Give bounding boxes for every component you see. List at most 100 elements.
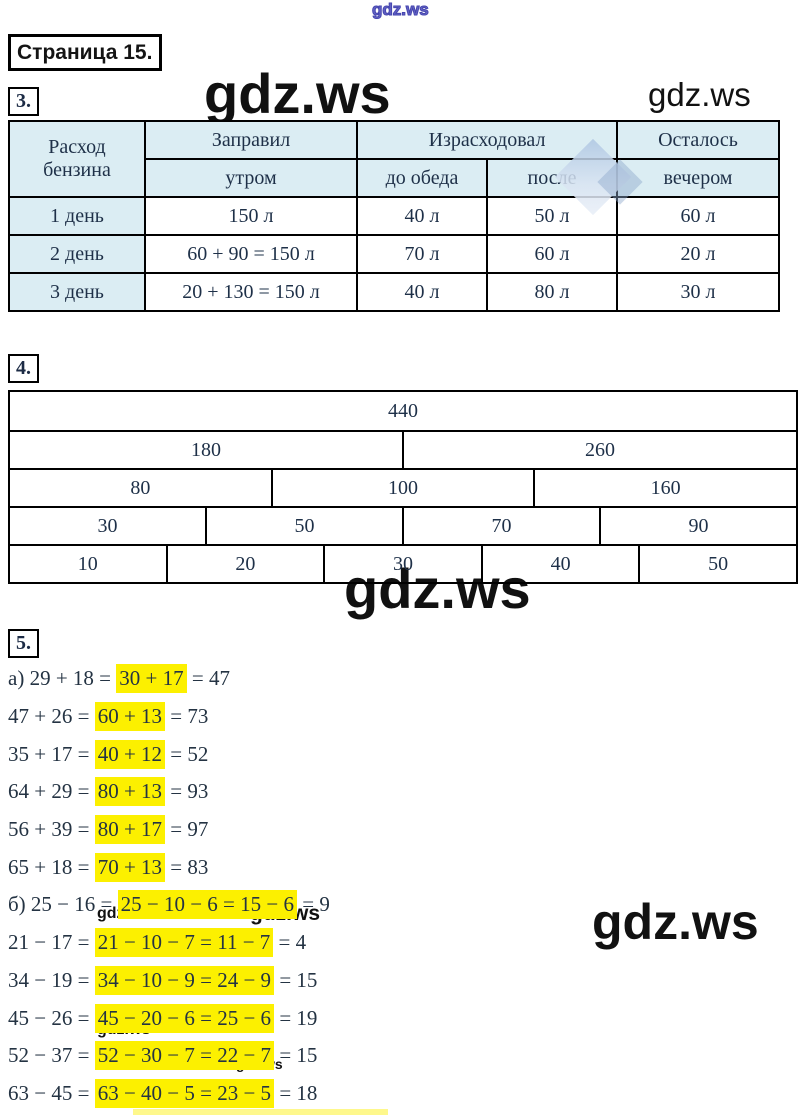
equation-prefix: 35 + 17 = [8,741,95,766]
table-row: 1 день 150 л 40 л 50 л 60 л [8,196,781,236]
equation-prefix: 64 + 29 = [8,779,95,804]
pyramid-cell: 80 [130,476,151,499]
equation-prefix: 52 − 37 = [8,1043,95,1068]
equation-line: а) 29 + 18 = 30 + 17 = 47 [8,660,528,698]
watermark-big-middle: gdz.ws [344,557,531,620]
equation-line: 65 + 18 = 70 + 13 = 83 [8,848,528,886]
header-ostalos: Осталось [616,120,781,160]
header-zapravil: Заправил [144,120,358,160]
table-cell: 70 л [356,234,488,274]
table-cell: 80 л [485,272,619,312]
table-cell: 40 л [356,196,488,236]
problem-3-number: 3. [8,87,39,116]
header-do-obeda: до обеда [356,158,488,198]
equation-highlight: 45 − 20 − 6 = 25 − 6 [94,1003,275,1033]
table-cell: 60 + 90 = 150 л [144,234,358,274]
table-cell: 40 л [356,272,488,312]
pyramid-cell: 50 [638,546,796,582]
pyramid-cell: 10 [77,552,98,575]
equation-suffix: = 18 [274,1080,318,1105]
equation-highlight: 40 + 12 [94,739,166,769]
table-row: 3 день 20 + 130 = 150 л 40 л 80 л 30 л [8,272,781,312]
day-label: 3 день [8,272,146,312]
pyramid-cell: 50 [205,508,402,544]
pyramid-cell: 180 [191,438,221,461]
equation-highlight: 80 + 17 [94,815,166,845]
cutoff-highlight-strip [133,1109,388,1115]
header-utrom: утром [144,158,358,198]
table-cell: 30 л [616,272,781,312]
watermark-big-bottom: gdz.ws [592,894,759,950]
table-cell: 50 л [485,196,619,236]
table-subheader-row: утром до обеда после вечером [9,158,781,198]
equation-prefix: 56 + 39 = [8,817,95,842]
equation-prefix: 21 − 17 = [8,930,95,955]
pyramid-row: 10 20 30 40 50 [10,544,796,582]
table-cell: 150 л [144,196,358,236]
page-title: Страница 15. [8,34,162,71]
pyramid-row: 30 50 70 90 [10,506,796,544]
equation-highlight: 80 + 13 [94,777,166,807]
table-header-row: Расход бензина Заправил Израсходовал Ост… [8,120,781,198]
equation-highlight: 30 + 17 [116,664,187,694]
equation-line: 45 − 26 = 45 − 20 − 6 = 25 − 6 = 19 [8,999,528,1037]
pyramid-row: 80 100 160 [10,468,796,506]
equation-line: 34 − 19 = 34 − 10 − 9 = 24 − 9 = 15 [8,962,528,1000]
equation-prefix: 63 − 45 = [8,1080,95,1105]
pyramid-cell: 90 [599,508,796,544]
equation-prefix: б) 25 − 16 = [8,892,118,917]
pyramid-cell: 100 [270,470,534,506]
problem-5-number: 5. [8,629,39,658]
equation-suffix: = 52 [165,741,209,766]
equation-suffix: = 73 [165,704,209,729]
header-posle: после [485,158,619,198]
pyramid-cell: 20 [165,546,324,582]
watermark-big-top: gdz.ws [204,62,391,125]
equation-prefix: 65 + 18 = [8,854,95,879]
table-cell: 20 + 130 = 150 л [144,272,358,312]
pyramid-cell: 440 [388,399,418,422]
equation-highlight: 52 − 30 − 7 = 22 − 7 [94,1041,275,1071]
watermark-outline-top: gdz.ws [372,0,430,19]
header-izraskhodoval: Израсходовал [355,120,619,160]
equation-line: 56 + 39 = 80 + 17 = 97 [8,811,528,849]
equation-suffix: = 15 [274,1043,318,1068]
header-rashod-benzina: Расход бензина [8,120,146,198]
equation-highlight: 70 + 13 [94,852,166,882]
equation-prefix: 45 − 26 = [8,1005,95,1030]
problem-4-number: 4. [8,354,39,383]
equation-highlight: 60 + 13 [94,702,166,732]
equation-line: 21 − 17 = 21 − 10 − 7 = 11 − 7 = 4 [8,924,528,962]
day-label: 2 день [8,234,146,274]
day-label: 1 день [8,196,146,236]
equation-line: б) 25 − 16 = 25 − 10 − 6 = 15 − 6 = 9 [8,886,528,924]
gasoline-table: Расход бензина Заправил Израсходовал Ост… [8,120,781,312]
equation-highlight: 21 − 10 − 7 = 11 − 7 [94,928,274,958]
equation-prefix: а) 29 + 18 = [8,666,117,691]
equation-suffix: = 19 [274,1005,318,1030]
pyramid-row: 180 260 [10,430,796,468]
equation-prefix: 34 − 19 = [8,967,95,992]
table-cell: 60 л [616,196,781,236]
pyramid-cell: 40 [480,546,639,582]
number-pyramid-table: 440 180 260 80 100 160 30 50 70 90 10 20… [8,390,798,584]
header-vecherom: вечером [616,158,781,198]
equation-line: 35 + 17 = 40 + 12 = 52 [8,735,528,773]
equation-suffix: = 47 [186,666,230,691]
pyramid-cell: 160 [533,470,796,506]
equation-suffix: = 9 [297,892,330,917]
pyramid-cell: 260 [402,432,796,468]
equation-suffix: = 97 [165,817,209,842]
equation-highlight: 34 − 10 − 9 = 24 − 9 [94,965,275,995]
pyramid-cell: 70 [402,508,599,544]
pyramid-row: 440 [10,392,796,430]
equation-line: 52 − 37 = 52 − 30 − 7 = 22 − 7 = 15 [8,1037,528,1075]
equation-suffix: = 93 [165,779,209,804]
table-row: 2 день 60 + 90 = 150 л 70 л 60 л 20 л [8,234,781,274]
equation-line: 64 + 29 = 80 + 13 = 93 [8,773,528,811]
equation-highlight: 63 − 40 − 5 = 23 − 5 [94,1078,275,1108]
equations-block: а) 29 + 18 = 30 + 17 = 47 47 + 26 = 60 +… [8,660,528,1112]
equation-line: 63 − 45 = 63 − 40 − 5 = 23 − 5 = 18 [8,1075,528,1113]
watermark-right-top: gdz.ws [648,76,751,113]
